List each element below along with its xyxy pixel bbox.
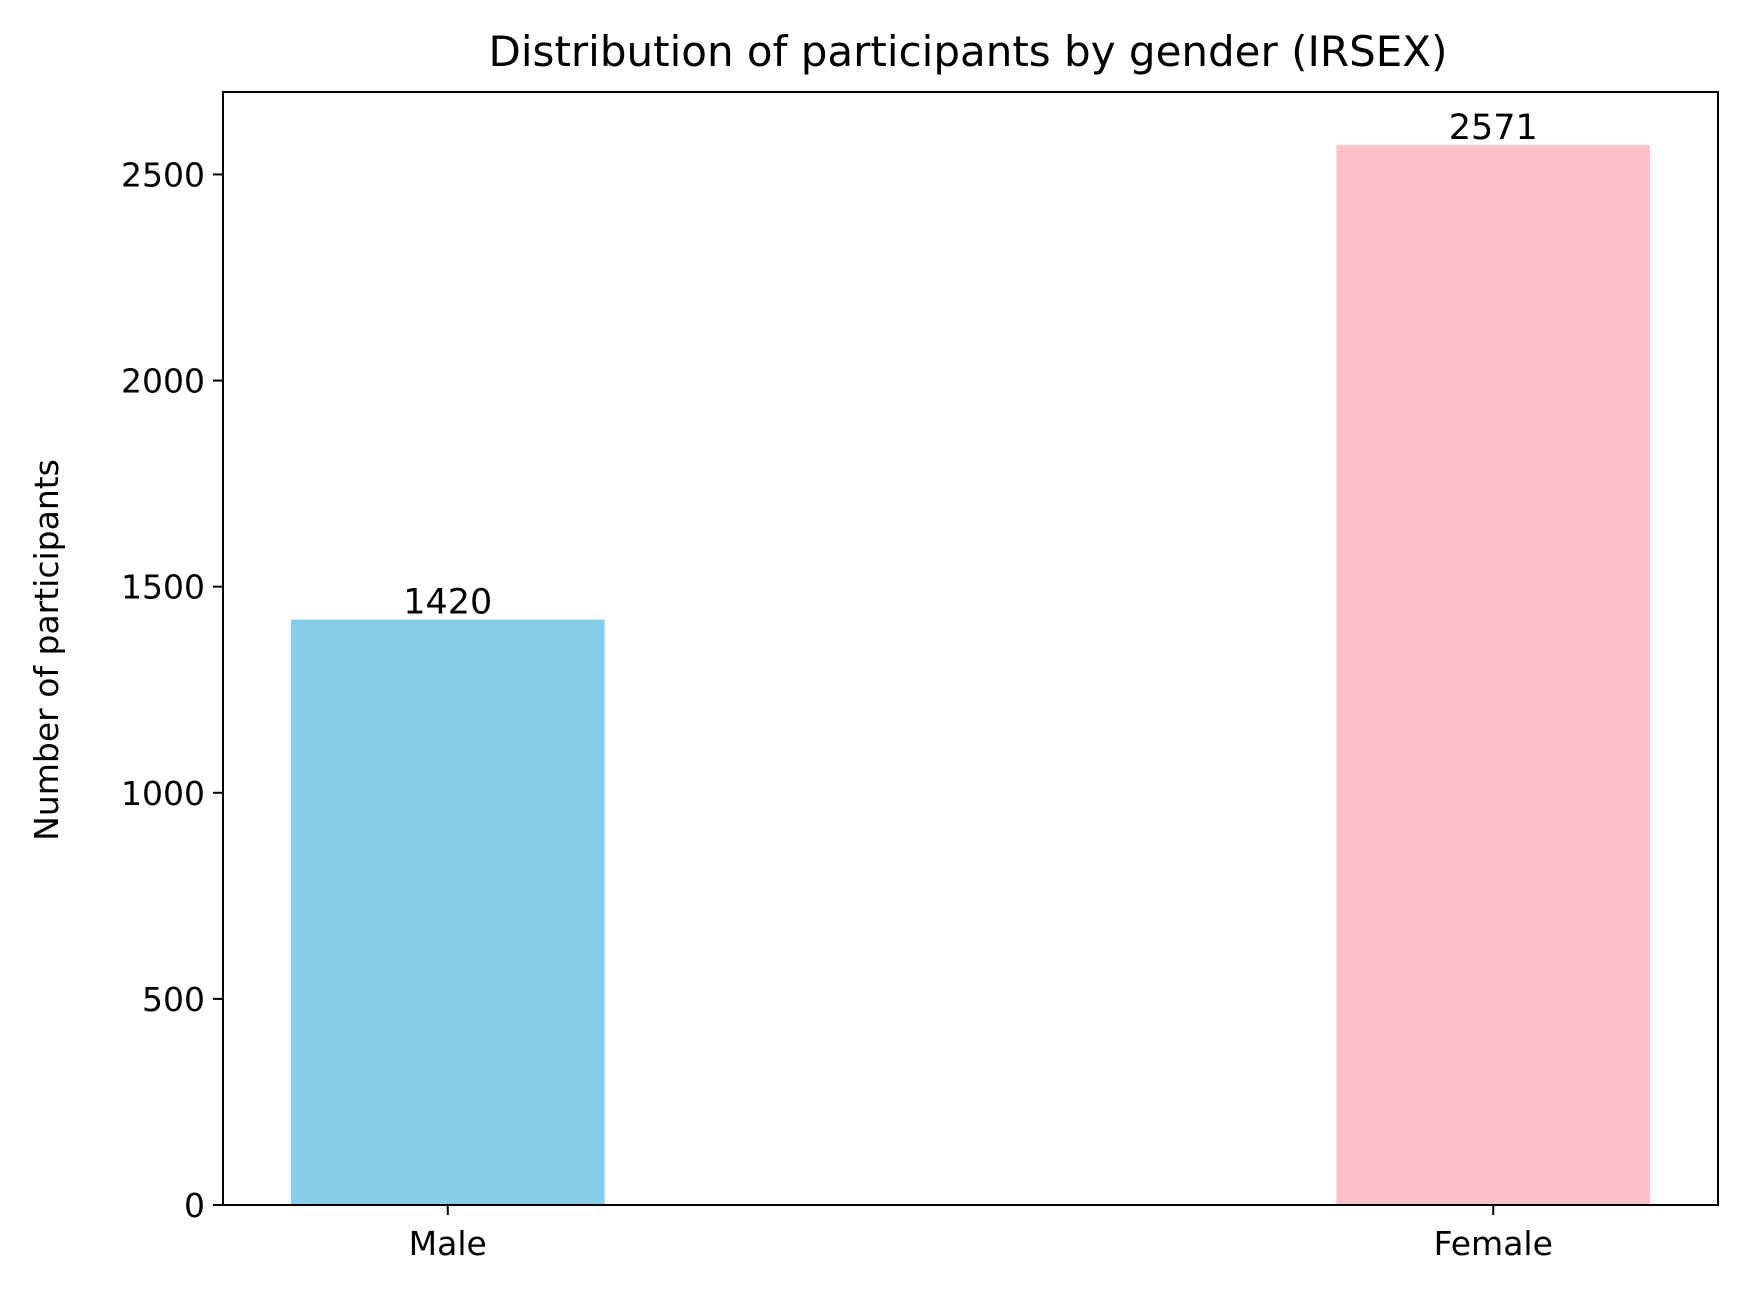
y-tick-label: 0: [184, 1186, 205, 1225]
x-axis: Male Female: [409, 1205, 1553, 1263]
y-tick-label: 2500: [121, 155, 205, 194]
y-tick-label: 500: [142, 980, 205, 1019]
y-tick-label: 1500: [121, 568, 205, 607]
bar-male: [290, 619, 605, 1205]
y-axis-label: Number of participants: [27, 459, 66, 841]
bar-female: [1336, 145, 1651, 1206]
data-label-female: 2571: [1449, 108, 1538, 148]
plot-area-frame: [222, 91, 1719, 1206]
y-axis: 0 500 1000 1500 2000 2500: [121, 155, 223, 1225]
chart-title: Distribution of participants by gender (…: [489, 27, 1448, 76]
bars-group: [290, 145, 1651, 1206]
y-tick-label: 1000: [121, 774, 205, 813]
x-tick-label-male: Male: [409, 1224, 487, 1263]
x-tick-label-female: Female: [1434, 1224, 1553, 1263]
y-tick-label: 2000: [121, 362, 205, 401]
data-label-male: 1420: [403, 583, 492, 623]
data-labels-group: 1420 2571: [403, 108, 1538, 622]
